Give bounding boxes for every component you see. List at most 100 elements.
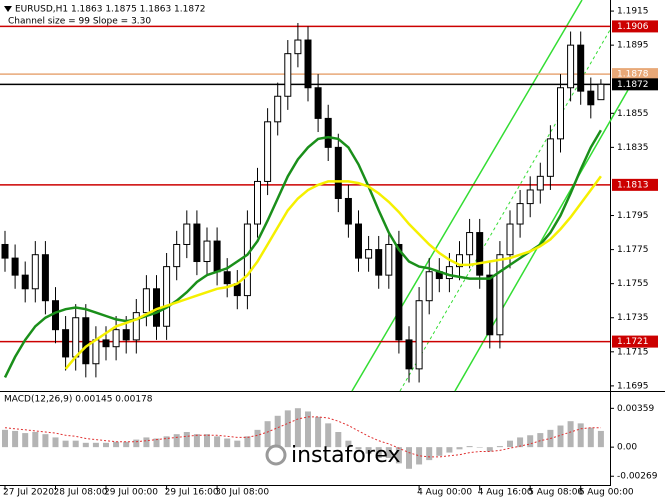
channel-lower	[454, 89, 629, 392]
candle-body	[365, 249, 373, 259]
candle-body	[264, 121, 272, 182]
y-tick-label: 1.1775	[617, 245, 649, 255]
candle-body	[395, 243, 403, 341]
candle-body	[173, 243, 181, 268]
candle-body	[193, 223, 201, 263]
candle-body	[294, 39, 302, 55]
x-tick-label: 29 Jul 16:00	[165, 488, 219, 498]
channel-info: Channel size = 99 Slope = 3.30	[8, 17, 151, 27]
y-tick-label: 1.1915	[617, 7, 649, 17]
level-tag	[612, 20, 658, 33]
macd-bar	[517, 437, 524, 448]
macd-bar	[305, 411, 311, 448]
macd-bar	[193, 434, 200, 448]
macd-bar	[406, 447, 412, 469]
candle-body	[254, 180, 261, 225]
watermark-text: instaforex	[291, 443, 401, 468]
macd-bar	[385, 447, 392, 458]
candle-body	[476, 232, 484, 276]
macd-bar	[92, 442, 99, 448]
macd-bar	[456, 447, 463, 450]
channel-upper	[351, 0, 583, 392]
candle-body	[536, 175, 544, 191]
candle-body	[284, 53, 292, 97]
macd-bar	[113, 441, 120, 448]
y-tick-label: 1.1715	[617, 347, 649, 357]
candle-body	[92, 339, 100, 365]
macd-bar	[577, 423, 584, 448]
macd-bar	[183, 432, 190, 448]
candle-body	[183, 223, 191, 245]
candle-body	[122, 329, 130, 341]
level-tag	[612, 335, 658, 348]
macd-bar	[325, 423, 332, 448]
candle-body	[62, 329, 70, 358]
macd-bar	[234, 440, 241, 448]
candle-body	[415, 300, 423, 370]
y-tick-label: 0.00	[617, 443, 637, 453]
macd-bar	[375, 447, 382, 458]
candle-body	[314, 87, 322, 119]
candle-body	[355, 223, 362, 259]
macd-bar	[214, 436, 221, 448]
macd-bar	[284, 410, 291, 448]
candle-body	[526, 189, 534, 205]
macd-bar	[335, 432, 342, 448]
regression-channel	[351, 0, 629, 392]
level-tag	[612, 68, 658, 81]
candle-body	[1, 243, 9, 259]
macd-bar	[12, 430, 19, 448]
y-tick-label: 1.1855	[617, 109, 649, 119]
candle-body	[344, 197, 352, 225]
candle-body	[334, 146, 342, 199]
macd-bar	[537, 433, 544, 448]
macd-bar	[426, 447, 433, 461]
y-tick-label: 1.1795	[617, 211, 649, 221]
candle-body	[72, 317, 80, 358]
level-label: 1.1721	[617, 337, 649, 347]
candle-body	[385, 243, 393, 276]
candle-body	[41, 254, 49, 302]
macd-bar	[527, 435, 534, 448]
level-label: 1.1813	[617, 180, 649, 190]
channel-middle	[399, 29, 611, 392]
macd-bar	[486, 447, 493, 452]
macd-bar	[557, 425, 564, 448]
candle-body	[31, 254, 39, 290]
candle-body	[597, 83, 605, 101]
candle-body	[52, 300, 59, 331]
x-tick-label: 29 Jul 00:00	[104, 488, 158, 498]
candle-body	[274, 95, 282, 123]
macd-bar	[315, 416, 322, 448]
candle-body	[132, 312, 140, 341]
macd-bar	[496, 446, 503, 448]
candle-body	[102, 339, 110, 348]
candle-body	[557, 87, 564, 140]
macd-bar	[123, 441, 130, 448]
candle-body	[324, 117, 332, 148]
watermark-logo	[265, 444, 287, 466]
macd-bar	[163, 436, 170, 448]
level-label: 1.1878	[617, 70, 649, 80]
candle-body	[203, 240, 211, 263]
macd-bar	[143, 437, 150, 448]
x-tick-label: 27 Jul 2020	[3, 488, 54, 498]
candle-body	[506, 223, 514, 256]
x-tick-label: 28 Jul 08:00	[54, 488, 108, 498]
candle-body	[405, 339, 413, 370]
y-tick-label: 1.1895	[617, 41, 649, 51]
candle-body	[587, 90, 595, 106]
x-tick-label: 30 Jul 08:00	[215, 488, 269, 498]
x-tick-label: 6 Aug 00:00	[579, 488, 634, 498]
macd-bar	[466, 446, 473, 448]
y-tick-label: -0.00269	[617, 472, 658, 482]
macd-bar	[446, 447, 453, 453]
macd-bar	[204, 434, 210, 448]
y-tick-label: 1.1695	[617, 381, 649, 391]
candle-body	[11, 257, 19, 276]
y-tick-label: 0.00359	[617, 404, 654, 414]
macd-bar	[103, 442, 109, 448]
